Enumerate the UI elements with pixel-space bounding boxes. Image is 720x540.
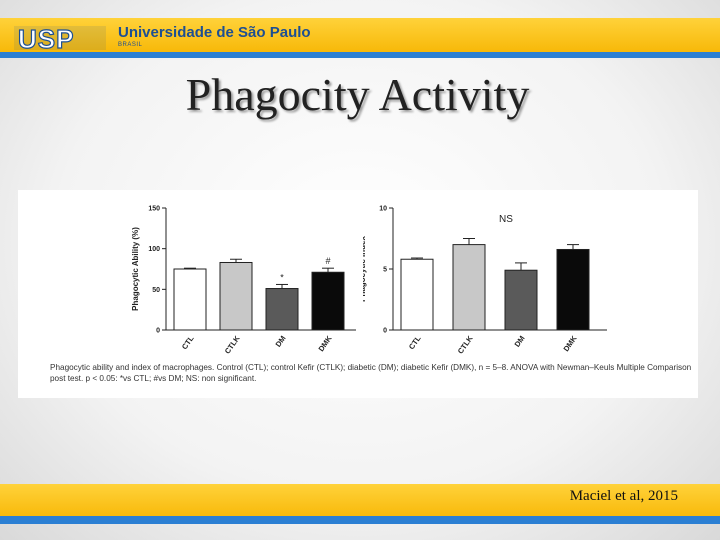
x-tick-label: DMK	[561, 334, 579, 354]
bar-dmk	[311, 271, 345, 331]
y-tick-label: 150	[148, 206, 160, 213]
significance-mark: *	[280, 272, 284, 282]
x-tick-label: DMK	[316, 334, 334, 354]
x-tick-label: CTL	[407, 334, 423, 351]
bar-ctl	[173, 268, 207, 331]
bar-dm	[265, 288, 299, 331]
y-tick-label: 10	[379, 206, 387, 213]
y-axis-label: Phagocytic Index	[363, 236, 367, 302]
significance-mark: #	[325, 256, 330, 266]
bar-dm	[504, 269, 538, 331]
y-tick-label: 5	[383, 267, 387, 274]
bar-ctlk	[219, 261, 253, 331]
usp-logo: USP	[14, 23, 106, 54]
figure-caption: Phagocytic ability and index of macropha…	[50, 363, 692, 383]
x-tick-label: CTL	[180, 334, 196, 351]
usp-logo-text: USP	[18, 24, 74, 54]
x-tick-label: CTLK	[456, 334, 475, 356]
university-name: Universidade de São Paulo	[118, 24, 311, 41]
bar-ctl	[400, 258, 434, 331]
y-tick-label: 0	[156, 328, 160, 335]
header-band	[0, 18, 720, 58]
y-tick-label: 0	[383, 328, 387, 335]
citation: Maciel et al, 2015	[569, 488, 678, 504]
x-tick-label: DM	[274, 334, 288, 349]
footer-band	[0, 484, 720, 524]
y-tick-label: 50	[152, 287, 160, 294]
bar-dmk	[556, 248, 590, 331]
slide-title: Phagocity Activity	[185, 69, 530, 120]
figure-panel: Phagocytic Ability (%) 0 50 100 150 CTL CTLK * D…	[18, 190, 698, 398]
footer-blue-strip	[0, 516, 720, 524]
phagocytic-index-chart: Phagocytic Index 0 5 10 CTL CTLK DM DMK NS	[363, 206, 607, 356]
y-axis-label: Phagocytic Ability (%)	[131, 227, 140, 311]
x-tick-label: DM	[513, 334, 527, 349]
bar-ctlk	[452, 244, 486, 331]
x-tick-label: CTLK	[223, 334, 242, 356]
phagocytic-ability-chart: Phagocytic Ability (%) 0 50 100 150 CTL CTLK * D…	[131, 206, 356, 356]
university-country: BRASIL	[118, 42, 143, 48]
header-blue-strip	[0, 52, 720, 58]
ns-note: NS	[499, 214, 513, 225]
y-tick-label: 100	[148, 246, 160, 253]
